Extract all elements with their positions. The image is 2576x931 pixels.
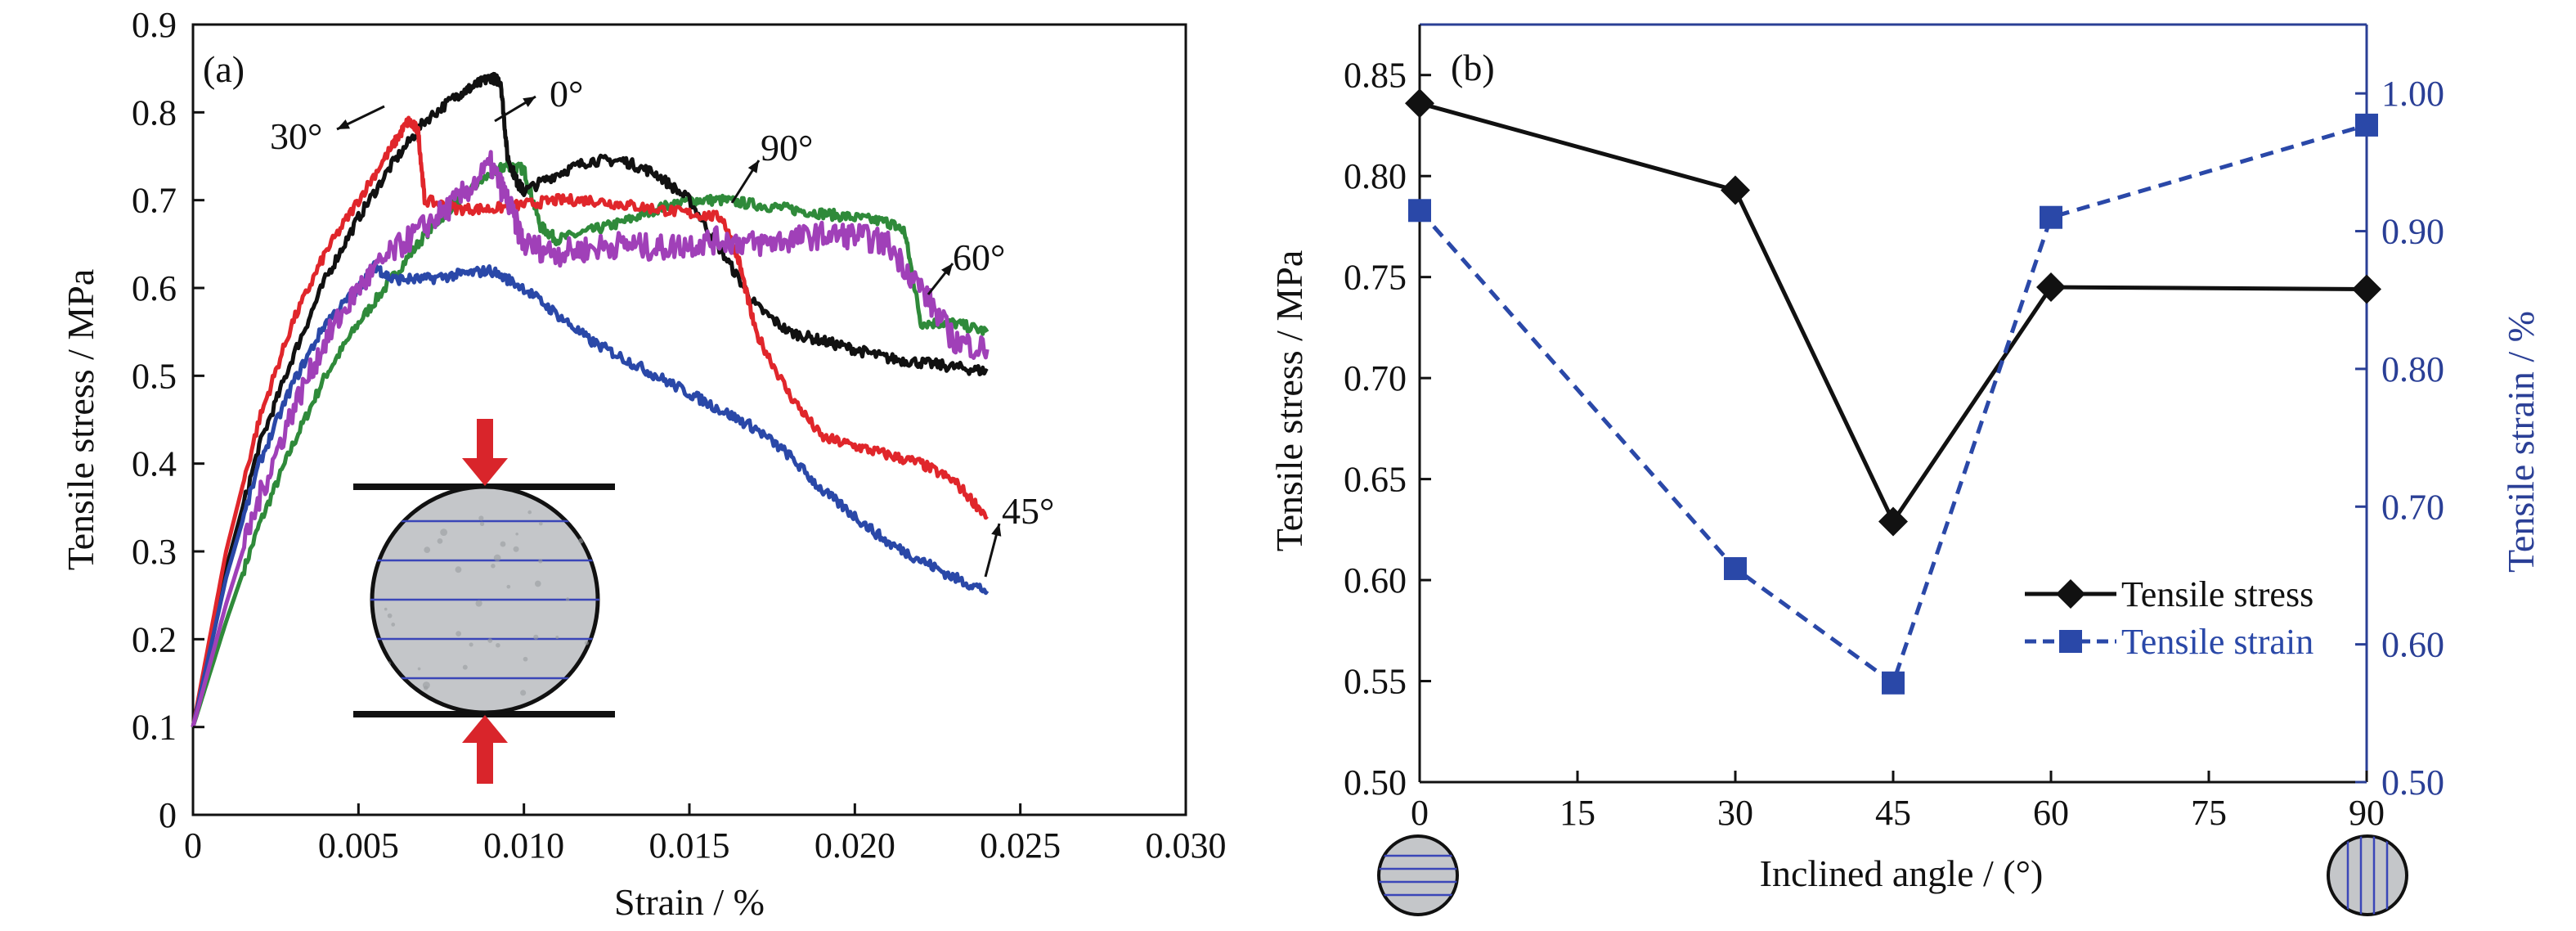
panel-a-y-tick-label: 0.2 xyxy=(132,619,177,659)
panel-b-x-axis-label: Inclined angle / (°) xyxy=(1760,852,2044,894)
specimen-inset xyxy=(353,419,615,784)
panel-a-x-tick-label: 0.015 xyxy=(649,825,730,866)
panel-a-x-tick-label: 0.005 xyxy=(318,825,399,866)
panel-a-y-axis-label: Tensile stress / MPa xyxy=(60,269,101,571)
panel-b-label: (b) xyxy=(1451,47,1495,88)
panel-b-y2-tick-label: 0.50 xyxy=(2381,762,2444,803)
series-line-90 xyxy=(191,150,990,728)
data-point-tensile-strain xyxy=(1408,199,1431,223)
panel-b-y-tick-label: 0.65 xyxy=(1344,460,1407,500)
panel-a-x-ticks: 0 0.005 0.010 0.015 0.020 0.025 0.030 xyxy=(184,803,1227,866)
series-line-60 xyxy=(191,160,990,728)
panel-b-y-tick-label: 0.70 xyxy=(1344,358,1407,398)
panel-b-y-tick-label: 0.50 xyxy=(1344,762,1407,803)
annotation-arrowhead-icon xyxy=(941,263,953,277)
panel-b: 0 15 30 45 60 75 90 0.500.550.600.650.700.750.… xyxy=(1268,23,2542,916)
legend-entry-tensile-stress: Tensile stress xyxy=(2025,574,2313,614)
panel-a-x-tick-label: 0.020 xyxy=(815,825,895,866)
panel-b-y2-tick-label: 0.80 xyxy=(2381,349,2444,389)
series-line-45 xyxy=(191,260,990,728)
panel-b-x-tick-label: 0 xyxy=(1411,793,1429,833)
panel-b-y-tick-label: 0.60 xyxy=(1344,560,1407,600)
panel-b-y-tick-label: 0.55 xyxy=(1344,662,1407,702)
panel-a-y-tick-label: 0.9 xyxy=(132,5,177,45)
data-point-tensile-stress xyxy=(2352,274,2381,304)
bottom-load-arrow-icon xyxy=(462,715,508,784)
data-point-tensile-strain xyxy=(2355,113,2378,137)
annotation-arrowhead-icon xyxy=(747,160,759,173)
legend-label-tensile-stress: Tensile stress xyxy=(2121,574,2313,614)
data-point-tensile-stress xyxy=(1721,175,1750,205)
panel-b-x-tick-label: 15 xyxy=(1560,793,1595,833)
panel-b-y-tick-label: 0.80 xyxy=(1344,156,1407,196)
panel-b-x-tick-label: 45 xyxy=(1875,793,1911,833)
data-point-tensile-stress xyxy=(1405,88,1434,119)
panel-a: 0 0.005 0.010 0.015 0.020 0.025 0.030 00.10.20… xyxy=(60,5,1227,923)
annotation-arrowhead-icon xyxy=(337,119,350,129)
data-point-tensile-strain xyxy=(1882,671,1905,695)
panel-b-y2-ticks: 0.50 0.60 0.70 0.80 0.90 1.00 xyxy=(2355,74,2444,803)
panel-a-x-tick-label: 0.025 xyxy=(980,825,1061,866)
annotation-arrowhead-icon xyxy=(523,97,536,107)
panel-a-y-tick-label: 0.5 xyxy=(132,356,177,396)
data-point-tensile-strain xyxy=(2040,205,2062,229)
data-point-tensile-strain xyxy=(1724,557,1747,581)
panel-a-x-tick-label: 0.030 xyxy=(1146,825,1227,866)
panel-b-y2-axis-label: Tensile strain / % xyxy=(2500,311,2542,573)
panel-b-x-ticks: 0 15 30 45 60 75 90 xyxy=(1411,771,2385,833)
panel-a-label: (a) xyxy=(203,48,245,90)
panel-b-legend: Tensile stress Tensile strain xyxy=(2025,574,2313,662)
panel-a-y-tick-label: 0.3 xyxy=(132,532,177,572)
annotation-label-90: 90° xyxy=(761,127,813,169)
panel-b-x-tick-label: 30 xyxy=(1717,793,1753,833)
panel-a-y-tick-label: 0.4 xyxy=(132,444,177,484)
panel-a-x-tick-label: 0 xyxy=(184,825,202,866)
panel-a-x-tick-label: 0.010 xyxy=(483,825,564,866)
legend-label-tensile-strain: Tensile strain xyxy=(2121,622,2313,662)
annotation-label-0: 0° xyxy=(550,73,583,115)
panel-a-y-ticks: 0 0.1 0.2 0.3 0.4 0.5 0.6 0.7 0.8 0.9 xyxy=(132,5,204,835)
panel-b-y2-tick-label: 0.60 xyxy=(2381,625,2444,665)
series-line-30 xyxy=(191,115,989,728)
disc-layer-lines xyxy=(370,510,599,705)
panel-b-y-tick-label: 0.75 xyxy=(1344,258,1407,298)
panel-b-y2-tick-label: 0.90 xyxy=(2381,212,2444,252)
vertical-layers-disc-icon xyxy=(2327,834,2408,916)
legend-entry-tensile-strain: Tensile strain xyxy=(2025,622,2313,662)
annotation-label-30: 30° xyxy=(270,115,322,157)
panel-a-x-axis-label: Strain / % xyxy=(614,881,765,923)
panel-b-x-tick-label: 75 xyxy=(2191,793,2227,833)
panel-a-plot-frame xyxy=(191,23,1187,816)
panel-b-y2-tick-label: 1.00 xyxy=(2381,74,2444,114)
data-point-tensile-stress xyxy=(2036,272,2066,303)
panel-b-x-tick-label: 60 xyxy=(2033,793,2069,833)
panel-b-x-tick-label: 90 xyxy=(2349,793,2385,833)
panel-b-y-ticks: 0.50 0.55 0.60 0.65 0.70 0.75 0.80 0.85 xyxy=(1344,56,1431,803)
panel-a-y-tick-label: 0.7 xyxy=(132,181,177,221)
data-point-tensile-stress xyxy=(1878,506,1908,537)
horizontal-layers-disc-icon xyxy=(1377,834,1459,916)
panel-a-y-tick-label: 0.8 xyxy=(132,92,177,133)
panel-b-y-axis-label: Tensile stress / MPa xyxy=(1268,250,1310,552)
panel-b-series xyxy=(1405,88,2381,695)
panel-a-y-tick-label: 0 xyxy=(159,795,177,835)
series-line-0 xyxy=(191,71,989,728)
annotation-arrowhead-icon xyxy=(991,524,1002,537)
panel-a-curves xyxy=(191,71,990,728)
panel-a-y-tick-label: 0.6 xyxy=(132,268,177,308)
top-load-arrow-icon xyxy=(462,419,508,486)
panel-b-y-tick-label: 0.85 xyxy=(1344,56,1407,96)
panel-b-y2-tick-label: 0.70 xyxy=(2381,487,2444,527)
annotation-label-45: 45° xyxy=(1002,490,1054,532)
panel-a-y-tick-label: 0.1 xyxy=(132,708,177,748)
annotation-label-60: 60° xyxy=(953,236,1005,278)
panel-a-annotations: 0° 30° 90° 60° 45° xyxy=(270,73,1054,578)
